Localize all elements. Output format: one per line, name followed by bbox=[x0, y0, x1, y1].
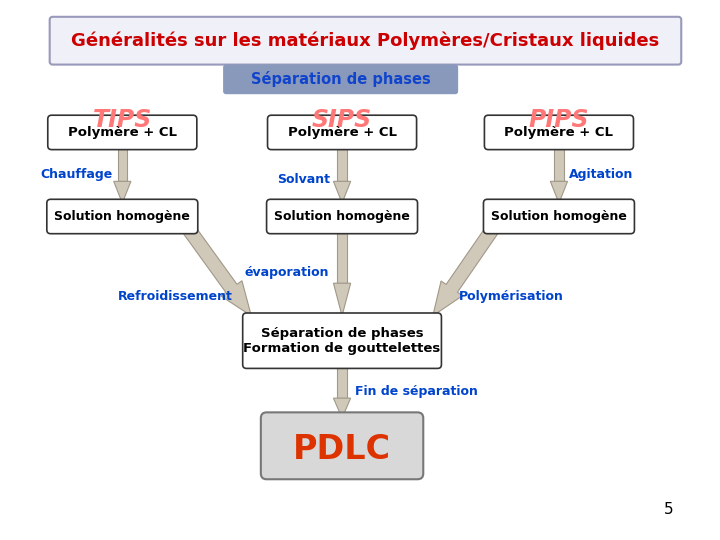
Text: Solution homogène: Solution homogène bbox=[491, 210, 627, 223]
Text: Solution homogène: Solution homogène bbox=[55, 210, 190, 223]
Polygon shape bbox=[333, 398, 351, 418]
Text: 5: 5 bbox=[664, 502, 674, 517]
Text: évaporation: évaporation bbox=[244, 266, 329, 279]
Polygon shape bbox=[338, 366, 347, 398]
Text: Polymère + CL: Polymère + CL bbox=[505, 126, 613, 139]
Polygon shape bbox=[554, 146, 564, 181]
Text: Refroidissement: Refroidissement bbox=[117, 291, 233, 303]
Polygon shape bbox=[550, 181, 567, 203]
Polygon shape bbox=[433, 226, 498, 316]
Text: Agitation: Agitation bbox=[569, 168, 633, 181]
Polygon shape bbox=[333, 181, 351, 203]
Text: Séparation de phases: Séparation de phases bbox=[251, 71, 431, 87]
Text: Chauffage: Chauffage bbox=[40, 168, 113, 181]
FancyBboxPatch shape bbox=[50, 17, 681, 65]
Text: PIPS: PIPS bbox=[528, 107, 589, 132]
Text: Solution homogène: Solution homogène bbox=[274, 210, 410, 223]
Polygon shape bbox=[114, 181, 131, 203]
Text: Séparation de phases
Formation de gouttelettes: Séparation de phases Formation de goutte… bbox=[243, 327, 441, 355]
Text: Polymère + CL: Polymère + CL bbox=[287, 126, 397, 139]
FancyBboxPatch shape bbox=[268, 115, 417, 150]
Text: Généralités sur les matériaux Polymères/Cristaux liquides: Généralités sur les matériaux Polymères/… bbox=[71, 31, 659, 50]
Text: SIPS: SIPS bbox=[312, 107, 372, 132]
FancyBboxPatch shape bbox=[223, 65, 458, 94]
Text: PDLC: PDLC bbox=[293, 433, 391, 465]
FancyBboxPatch shape bbox=[48, 115, 197, 150]
Polygon shape bbox=[338, 230, 347, 283]
Text: Polymérisation: Polymérisation bbox=[459, 291, 564, 303]
Polygon shape bbox=[117, 146, 127, 181]
Polygon shape bbox=[338, 146, 347, 181]
FancyBboxPatch shape bbox=[485, 115, 634, 150]
Polygon shape bbox=[333, 283, 351, 316]
Text: Fin de séparation: Fin de séparation bbox=[356, 386, 478, 399]
FancyBboxPatch shape bbox=[483, 199, 634, 234]
FancyBboxPatch shape bbox=[261, 413, 423, 479]
FancyBboxPatch shape bbox=[266, 199, 418, 234]
Text: Polymère + CL: Polymère + CL bbox=[68, 126, 177, 139]
Text: TIPS: TIPS bbox=[93, 107, 152, 132]
Polygon shape bbox=[184, 226, 251, 316]
FancyBboxPatch shape bbox=[243, 313, 441, 368]
Text: Solvant: Solvant bbox=[278, 173, 330, 186]
FancyBboxPatch shape bbox=[47, 199, 198, 234]
